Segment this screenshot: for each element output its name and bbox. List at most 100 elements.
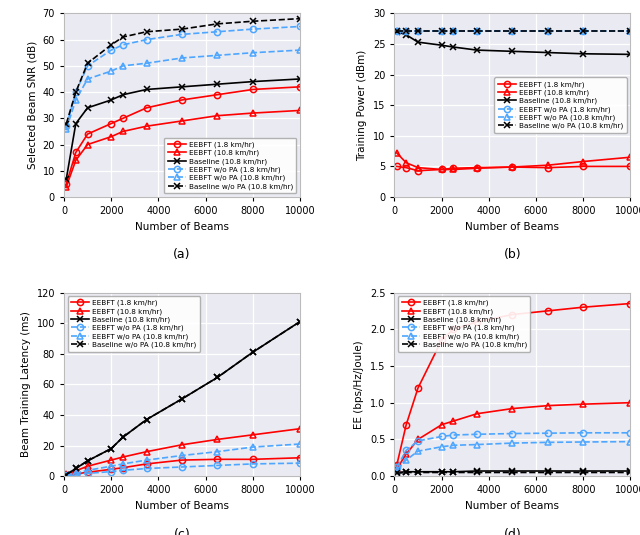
EEBFT w/o PA (1.8 km/hr) — [108, 468, 115, 475]
Baseline (10.8 km/hr) — [143, 416, 150, 423]
EEBFT w/o PA (10.8 km/hr) — [178, 452, 186, 458]
EEBFT w/o PA (1.8 km/hr) — [84, 470, 92, 477]
Baseline (10.8 km/hr) — [393, 469, 401, 476]
X-axis label: Number of Beams: Number of Beams — [465, 221, 559, 232]
EEBFT (10.8 km/hr) — [627, 400, 634, 406]
Line: EEBFT (10.8 km/hr): EEBFT (10.8 km/hr) — [63, 425, 303, 477]
EEBFT (1.8 km/hr) — [473, 319, 481, 325]
EEBFT w/o PA (10.8 km/hr) — [63, 126, 70, 132]
EEBFT w/o PA (1.8 km/hr) — [214, 462, 221, 469]
EEBFT (10.8 km/hr) — [403, 451, 410, 457]
Baseline (10.8 km/hr) — [178, 83, 186, 90]
Baseline (10.8 km/hr) — [473, 468, 481, 474]
EEBFT w/o PA (10.8 km/hr) — [214, 448, 221, 455]
Baseline (10.8 km/hr) — [178, 396, 186, 402]
Baseline w/o PA (10.8 km/hr) — [403, 27, 410, 34]
Baseline (10.8 km/hr) — [579, 468, 587, 474]
Y-axis label: Training Power (dBm): Training Power (dBm) — [357, 50, 367, 161]
EEBFT w/o PA (10.8 km/hr) — [249, 444, 257, 450]
EEBFT (1.8 km/hr) — [296, 455, 304, 461]
EEBFT w/o PA (10.8 km/hr) — [84, 467, 92, 473]
EEBFT w/o PA (10.8 km/hr) — [119, 63, 127, 69]
EEBFT (10.8 km/hr) — [393, 465, 401, 472]
Line: Baseline w/o PA (10.8 km/hr): Baseline w/o PA (10.8 km/hr) — [63, 16, 303, 127]
EEBFT w/o PA (1.8 km/hr) — [438, 27, 445, 34]
EEBFT (1.8 km/hr) — [143, 105, 150, 111]
EEBFT w/o PA (1.8 km/hr) — [403, 447, 410, 454]
EEBFT w/o PA (10.8 km/hr) — [544, 27, 552, 34]
Y-axis label: EE (bps/Hz/Joule): EE (bps/Hz/Joule) — [355, 340, 364, 429]
EEBFT w/o PA (1.8 km/hr) — [143, 465, 150, 472]
EEBFT (1.8 km/hr) — [63, 472, 70, 479]
Line: EEBFT (1.8 km/hr): EEBFT (1.8 km/hr) — [394, 301, 634, 468]
EEBFT (10.8 km/hr) — [108, 133, 115, 140]
Line: EEBFT w/o PA (1.8 km/hr): EEBFT w/o PA (1.8 km/hr) — [394, 27, 634, 34]
EEBFT (10.8 km/hr) — [72, 468, 79, 474]
EEBFT w/o PA (1.8 km/hr) — [473, 27, 481, 34]
Line: EEBFT w/o PA (10.8 km/hr): EEBFT w/o PA (10.8 km/hr) — [394, 27, 634, 34]
EEBFT w/o PA (1.8 km/hr) — [63, 472, 70, 479]
Line: EEBFT (1.8 km/hr): EEBFT (1.8 km/hr) — [63, 455, 303, 478]
EEBFT (10.8 km/hr) — [249, 432, 257, 438]
Baseline (10.8 km/hr) — [414, 469, 422, 475]
EEBFT w/o PA (1.8 km/hr) — [473, 431, 481, 438]
EEBFT (1.8 km/hr) — [627, 300, 634, 307]
EEBFT w/o PA (1.8 km/hr) — [393, 27, 401, 34]
EEBFT w/o PA (1.8 km/hr) — [143, 36, 150, 43]
EEBFT (1.8 km/hr) — [249, 456, 257, 463]
EEBFT (1.8 km/hr) — [509, 164, 516, 170]
Line: EEBFT w/o PA (1.8 km/hr): EEBFT w/o PA (1.8 km/hr) — [394, 430, 634, 470]
EEBFT w/o PA (1.8 km/hr) — [119, 467, 127, 473]
Baseline w/o PA (10.8 km/hr) — [393, 27, 401, 34]
EEBFT w/o PA (1.8 km/hr) — [414, 438, 422, 444]
EEBFT w/o PA (1.8 km/hr) — [72, 89, 79, 95]
Line: EEBFT (10.8 km/hr): EEBFT (10.8 km/hr) — [394, 400, 634, 472]
Baseline w/o PA (10.8 km/hr) — [509, 469, 516, 476]
Baseline (10.8 km/hr) — [249, 78, 257, 85]
Baseline (10.8 km/hr) — [119, 91, 127, 98]
Baseline w/o PA (10.8 km/hr) — [119, 34, 127, 40]
Baseline w/o PA (10.8 km/hr) — [544, 469, 552, 476]
Baseline (10.8 km/hr) — [403, 469, 410, 475]
Line: EEBFT w/o PA (1.8 km/hr): EEBFT w/o PA (1.8 km/hr) — [63, 24, 303, 129]
Baseline w/o PA (10.8 km/hr) — [473, 27, 481, 34]
Baseline w/o PA (10.8 km/hr) — [403, 469, 410, 476]
EEBFT (10.8 km/hr) — [393, 150, 401, 156]
EEBFT (1.8 km/hr) — [119, 115, 127, 121]
Baseline (10.8 km/hr) — [438, 42, 445, 48]
EEBFT w/o PA (10.8 km/hr) — [249, 50, 257, 56]
EEBFT w/o PA (1.8 km/hr) — [393, 464, 401, 471]
EEBFT (1.8 km/hr) — [627, 163, 634, 170]
Baseline w/o PA (10.8 km/hr) — [108, 446, 115, 452]
EEBFT w/o PA (10.8 km/hr) — [438, 444, 445, 450]
Baseline (10.8 km/hr) — [296, 76, 304, 82]
EEBFT (1.8 km/hr) — [178, 457, 186, 463]
EEBFT w/o PA (10.8 km/hr) — [579, 27, 587, 34]
EEBFT w/o PA (10.8 km/hr) — [393, 27, 401, 34]
Text: (d): (d) — [504, 528, 521, 535]
Baseline w/o PA (10.8 km/hr) — [143, 416, 150, 423]
EEBFT (1.8 km/hr) — [393, 462, 401, 468]
EEBFT (10.8 km/hr) — [119, 128, 127, 135]
Baseline w/o PA (10.8 km/hr) — [214, 21, 221, 27]
Baseline w/o PA (10.8 km/hr) — [214, 374, 221, 381]
Line: EEBFT (1.8 km/hr): EEBFT (1.8 km/hr) — [63, 83, 303, 187]
EEBFT w/o PA (10.8 km/hr) — [627, 27, 634, 34]
Baseline w/o PA (10.8 km/hr) — [249, 18, 257, 25]
Baseline w/o PA (10.8 km/hr) — [178, 396, 186, 402]
Baseline (10.8 km/hr) — [403, 32, 410, 38]
EEBFT (1.8 km/hr) — [84, 469, 92, 476]
EEBFT (1.8 km/hr) — [119, 464, 127, 471]
Baseline w/o PA (10.8 km/hr) — [579, 469, 587, 476]
Baseline (10.8 km/hr) — [84, 105, 92, 111]
Baseline (10.8 km/hr) — [579, 51, 587, 57]
EEBFT (10.8 km/hr) — [579, 401, 587, 407]
Baseline w/o PA (10.8 km/hr) — [438, 469, 445, 476]
Baseline w/o PA (10.8 km/hr) — [414, 27, 422, 34]
Baseline (10.8 km/hr) — [544, 468, 552, 474]
EEBFT (1.8 km/hr) — [509, 311, 516, 318]
EEBFT (1.8 km/hr) — [393, 163, 401, 170]
EEBFT w/o PA (1.8 km/hr) — [249, 26, 257, 32]
EEBFT w/o PA (1.8 km/hr) — [178, 31, 186, 37]
EEBFT w/o PA (1.8 km/hr) — [627, 27, 634, 34]
